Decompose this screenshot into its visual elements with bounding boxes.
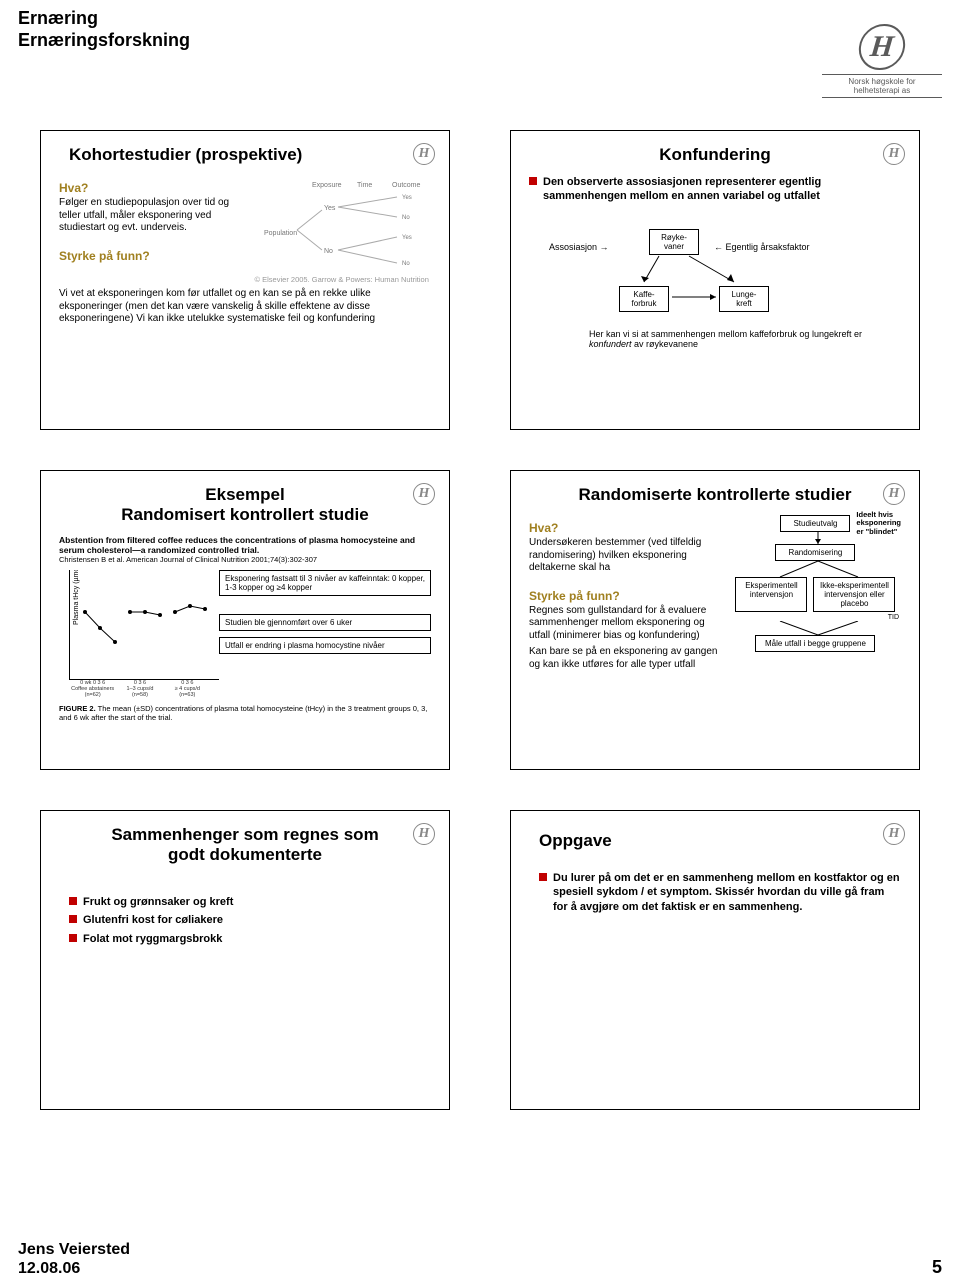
callout-exposure: Eksponering fastsatt til 3 nivåer av kaf… — [219, 570, 431, 596]
slide-title: Konfundering — [529, 145, 901, 165]
slide-kohortestudier: H Kohortestudier (prospektive) Hva? Følg… — [40, 130, 450, 430]
tid-label: TID — [730, 614, 899, 621]
subheading: Styrke på funn? — [529, 589, 722, 603]
svg-text:Time: Time — [357, 182, 372, 189]
confound-arrows — [529, 224, 829, 324]
footer-author: Jens Veiersted — [18, 1240, 130, 1259]
page-footer: Jens Veiersted 12.08.06 5 — [18, 1240, 942, 1278]
box-randomisering: Randomisering — [775, 544, 855, 561]
brand-glyph: H — [857, 24, 908, 70]
brand-logo: H Norsk høgskole for helhetsterapi as — [822, 24, 942, 98]
cohort-diagram: Population Exposure Time Outcome Yes No … — [252, 175, 432, 275]
svg-text:Population: Population — [264, 230, 297, 237]
svg-text:Plasma tHcy (µmol/L): Plasma tHcy (µmol/L) — [73, 570, 80, 625]
paper-title: Abstention from filtered coffee reduces … — [59, 535, 431, 555]
slide-rct-overview: H Randomiserte kontrollerte studier Hva?… — [510, 470, 920, 770]
body-text: Regnes som gullstandard for å evaluere s… — [529, 605, 722, 643]
figure-caption: FIGURE 2. The mean (±SD) concentrations … — [59, 704, 431, 722]
logo-icon: H — [883, 143, 905, 165]
header-line2: Ernæringsforskning — [18, 30, 190, 52]
body-text: Vi vet at eksponeringen kom før utfallet… — [59, 288, 431, 326]
footer-date: 12.08.06 — [18, 1259, 130, 1278]
confound-note: Her kan vi si at sammenhengen mellom kaf… — [589, 329, 869, 349]
brand-name: Norsk høgskole for helhetsterapi as — [822, 74, 942, 98]
bullet: Folat mot ryggmargsbrokk — [69, 932, 431, 946]
callout-outcome: Utfall er endring i plasma homocystine n… — [219, 637, 431, 654]
logo-icon: H — [413, 143, 435, 165]
subheading: Hva? — [529, 521, 722, 535]
slide-konfundering: H Konfundering Den observerte assosiasjo… — [510, 130, 920, 430]
slide-title: Sammenhenger som regnes somgodt dokument… — [59, 825, 431, 865]
slide-grid: H Kohortestudier (prospektive) Hva? Følg… — [40, 130, 920, 1110]
body-text: Følger en studiepopulasjon over tid og t… — [59, 197, 252, 235]
logo-icon: H — [883, 823, 905, 845]
bullet: Du lurer på om det er en sammenheng mell… — [539, 871, 901, 914]
svg-text:Yes: Yes — [402, 235, 412, 241]
svg-text:Outcome: Outcome — [392, 182, 421, 189]
bullet: Den observerte assosiasjonen representer… — [529, 175, 901, 204]
slide-eksempel-rct: H Eksempel Randomisert kontrollert studi… — [40, 470, 450, 770]
header-line1: Ernæring — [18, 8, 190, 30]
slide-title: Kohortestudier (prospektive) — [59, 145, 431, 165]
box-maale: Måle utfall i begge gruppene — [755, 635, 875, 652]
callout-duration: Studien ble gjennomført over 6 uker — [219, 614, 431, 631]
page-number: 5 — [932, 1257, 942, 1278]
svg-text:No: No — [402, 215, 410, 221]
body-text: Kan bare se på en eksponering av gangen … — [529, 646, 722, 671]
bullet: Frukt og grønnsaker og kreft — [69, 895, 431, 909]
slide-title: Oppgave — [529, 831, 901, 851]
paper-citation: Christensen B et al. American Journal of… — [59, 555, 431, 564]
slide-title: Randomiserte kontrollerte studier — [529, 485, 901, 505]
svg-text:Yes: Yes — [324, 205, 336, 212]
blind-note: Ideelt hviseksponeringer "blindet" — [856, 511, 901, 536]
svg-text:Yes: Yes — [402, 195, 412, 201]
box-ikke-eksp: Ikke-eksperimentellintervensjon eller pl… — [813, 577, 895, 612]
slide-title: Eksempel Randomisert kontrollert studie — [59, 485, 431, 525]
box-studieutvalg: Studieutvalg — [780, 515, 850, 532]
subheading: Styrke på funn? — [59, 249, 252, 263]
subheading: Hva? — [59, 181, 252, 195]
diagram-credit: © Elsevier 2005. Garrow & Powers: Human … — [252, 275, 431, 284]
logo-icon: H — [413, 823, 435, 845]
svg-text:No: No — [402, 261, 410, 267]
box-eksperimentell: Eksperimentellintervensjon — [735, 577, 807, 612]
slide-sammenhenger: H Sammenhenger som regnes somgodt dokume… — [40, 810, 450, 1110]
slide-oppgave: H Oppgave Du lurer på om det er en samme… — [510, 810, 920, 1110]
logo-icon: H — [883, 483, 905, 505]
bullet: Glutenfri kost for cøliakere — [69, 913, 431, 927]
svg-text:No: No — [324, 248, 333, 255]
svg-text:Exposure: Exposure — [312, 182, 342, 189]
homocysteine-chart: Plasma tHcy (µmol/L) 11.0 10.5 10.0 9.5 … — [59, 570, 209, 700]
body-text: Undersøkeren bestemmer (ved tilfeldig ra… — [529, 537, 722, 575]
logo-icon: H — [413, 483, 435, 505]
page-header: Ernæring Ernæringsforskning — [18, 8, 190, 51]
